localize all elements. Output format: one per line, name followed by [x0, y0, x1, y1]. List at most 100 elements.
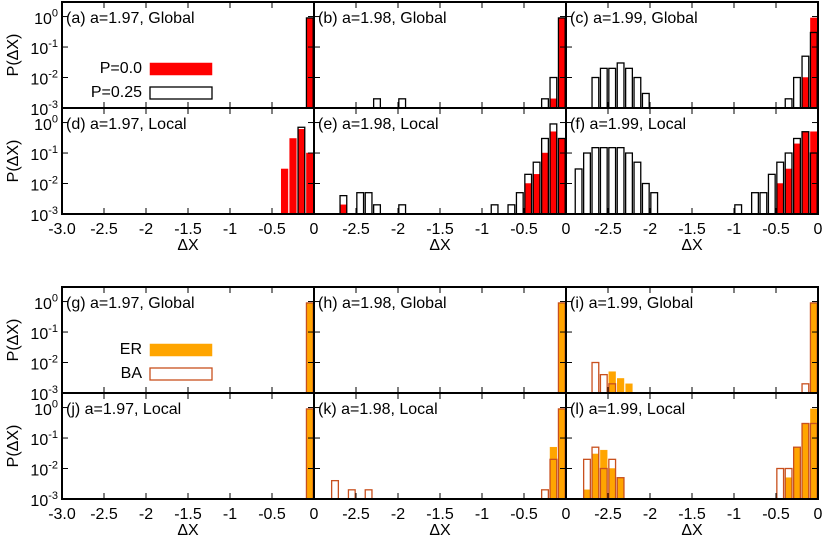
x-tick-label: -2	[391, 506, 405, 523]
bar	[364, 192, 373, 215]
bar	[810, 131, 818, 215]
bar	[297, 129, 306, 215]
x-tick-label: -3.0	[48, 506, 76, 523]
panel-title: (f) a=1.99, Local	[570, 116, 686, 133]
bar	[364, 489, 373, 500]
legend-label: ER	[120, 341, 142, 358]
x-axis-label: ΔX	[177, 237, 199, 254]
bar	[792, 76, 802, 109]
legend-swatch	[149, 86, 213, 100]
bar	[750, 192, 760, 215]
bar	[624, 152, 634, 215]
y-tick-label: 10-2	[30, 353, 58, 373]
panel-title: (k) a=1.98, Local	[318, 401, 438, 418]
y-tick-label: 10-2	[30, 459, 58, 479]
bar	[532, 174, 541, 215]
bar	[490, 204, 499, 215]
y-tick-label: 10-2	[30, 174, 58, 194]
x-tick-label: 0	[562, 506, 571, 523]
bar	[641, 182, 650, 215]
x-tick-label: -1	[727, 221, 741, 238]
bar	[306, 17, 314, 109]
x-tick-label: 0	[814, 506, 822, 523]
x-tick-label: -1	[475, 221, 489, 238]
legend-swatch	[149, 367, 213, 381]
bar	[793, 446, 801, 500]
bar	[784, 168, 793, 215]
bar	[583, 489, 591, 500]
bar	[767, 173, 776, 215]
bar	[734, 204, 743, 215]
bar	[624, 67, 634, 109]
x-tick-label: -0.5	[762, 506, 790, 523]
x-tick-label: -2	[643, 221, 657, 238]
bar	[591, 147, 600, 215]
bar	[810, 17, 818, 109]
bar	[372, 204, 382, 215]
y-tick-label: 100	[34, 7, 58, 27]
bar	[289, 138, 297, 215]
bar	[801, 383, 810, 394]
bar	[625, 383, 633, 394]
x-tick-label: -2.5	[594, 221, 622, 238]
y-axis-label: P(ΔX)	[5, 425, 22, 468]
bar	[599, 373, 608, 394]
bar	[549, 446, 558, 500]
bar	[339, 204, 348, 215]
panel-title: (a) a=1.97, Global	[66, 10, 195, 27]
bar	[633, 76, 642, 109]
bar	[616, 378, 625, 394]
y-tick-label: 10-1	[30, 38, 58, 58]
x-axis-label: ΔX	[177, 522, 199, 539]
panel-title: (g) a=1.97, Global	[66, 295, 195, 312]
bar	[608, 371, 616, 394]
x-tick-label: 0	[310, 221, 319, 238]
bar	[600, 449, 608, 500]
bar	[558, 408, 566, 500]
bar	[784, 477, 793, 500]
x-axis-label: ΔX	[681, 522, 703, 539]
panel-title: (j) a=1.97, Local	[66, 401, 181, 418]
bar	[507, 204, 516, 215]
x-tick-label: -1.5	[174, 506, 202, 523]
bar	[549, 98, 558, 109]
x-tick-label: -2.5	[90, 506, 118, 523]
y-tick-label: 10-2	[30, 68, 58, 88]
x-tick-label: -1	[475, 506, 489, 523]
bar	[540, 98, 550, 109]
x-tick-label: -0.5	[258, 506, 286, 523]
bar	[306, 408, 314, 500]
plot-frame	[565, 107, 819, 215]
bar	[759, 192, 768, 215]
y-tick-label: 100	[34, 292, 58, 312]
x-tick-label: -0.5	[510, 221, 538, 238]
x-tick-label: -2.5	[594, 506, 622, 523]
panel-title: (e) a=1.98, Local	[318, 116, 439, 133]
x-tick-label: -1.5	[174, 221, 202, 238]
x-tick-label: -2.5	[90, 221, 118, 238]
y-axis-label: P(ΔX)	[5, 319, 22, 362]
x-tick-label: -2	[139, 506, 153, 523]
x-tick-label: -2.5	[342, 506, 370, 523]
x-tick-label: -2	[643, 506, 657, 523]
bar	[608, 468, 616, 500]
bar	[347, 489, 356, 500]
y-axis-label: P(ΔX)	[5, 140, 22, 183]
bar	[574, 168, 583, 215]
bar	[549, 131, 558, 215]
y-tick-label: 100	[34, 398, 58, 418]
legend-label: P=0.25	[91, 84, 142, 101]
legend-label: BA	[121, 365, 143, 382]
x-tick-label: -1	[223, 221, 237, 238]
x-tick-label: 0	[310, 506, 319, 523]
y-tick-label: 10-1	[30, 429, 58, 449]
bar	[582, 152, 592, 215]
bar	[784, 98, 793, 109]
panel-title: (b) a=1.98, Global	[318, 10, 447, 27]
legend-swatch	[149, 343, 213, 357]
bar	[650, 192, 659, 215]
bar	[330, 479, 340, 500]
panel-title: (d) a=1.97, Local	[66, 116, 187, 133]
bar	[616, 147, 625, 215]
